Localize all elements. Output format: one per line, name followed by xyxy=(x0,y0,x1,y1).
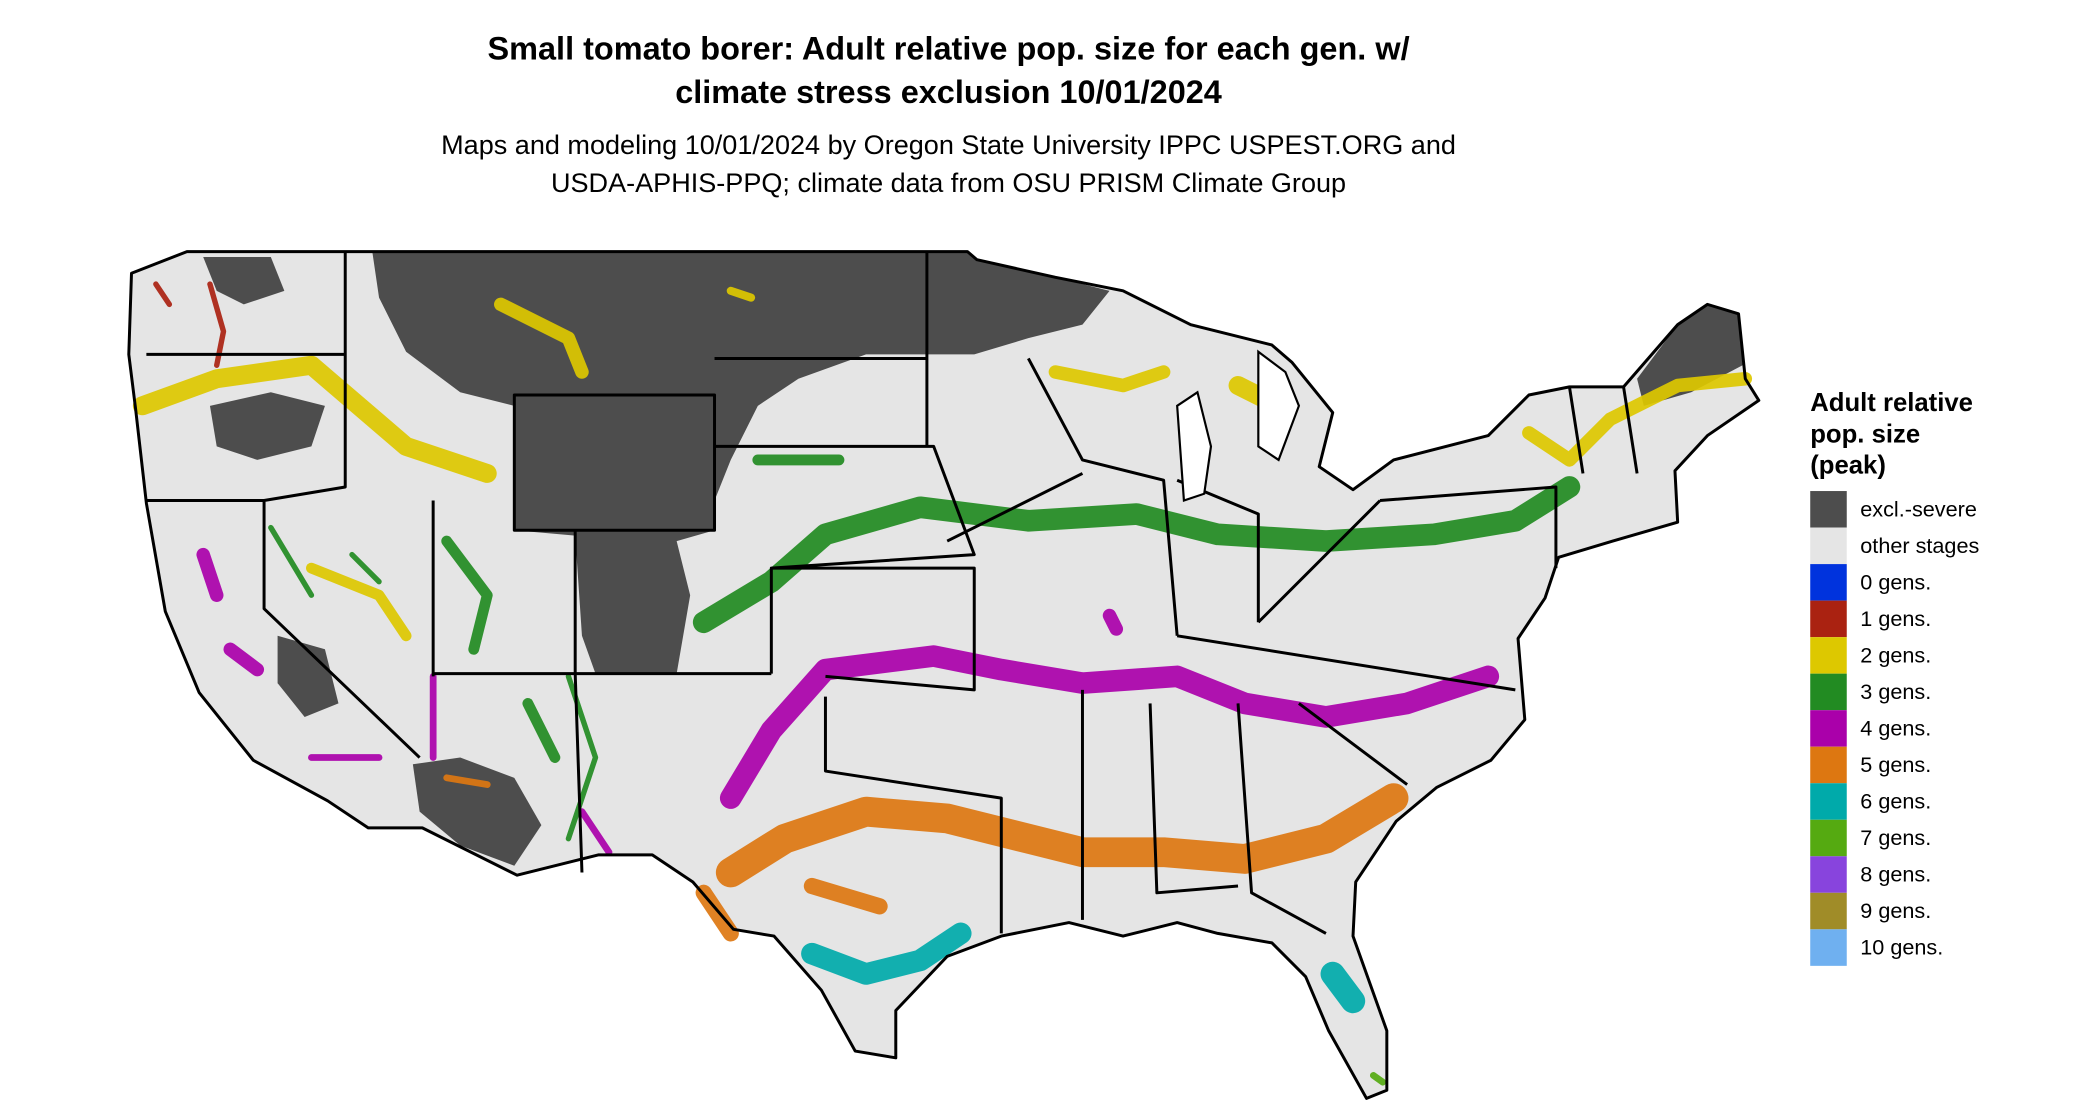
legend-title-line: (peak) xyxy=(1810,451,1886,479)
region-4-gens xyxy=(196,547,1124,677)
titles: Small tomato borer: Adult relative pop. … xyxy=(441,31,1456,199)
legend-label: 10 gens. xyxy=(1860,935,1943,960)
legend-label: 1 gens. xyxy=(1860,606,1931,631)
legend-swatch xyxy=(1810,929,1847,966)
region-2-gens xyxy=(306,562,412,642)
legend-label: 5 gens. xyxy=(1860,752,1931,777)
region-2-gens xyxy=(494,297,589,379)
legend-swatch xyxy=(1810,710,1847,747)
excluded-area xyxy=(209,392,325,460)
legend-swatch xyxy=(1810,819,1847,857)
legend-swatch xyxy=(1810,892,1847,930)
legend-swatch xyxy=(1810,564,1847,601)
region-5-gens xyxy=(443,774,491,788)
state-border xyxy=(127,250,1761,1100)
subtitle-line: USDA-APHIS-PPQ; climate data from OSU PR… xyxy=(551,168,1346,198)
legend-title-line: pop. size xyxy=(1810,420,1920,448)
legend-swatch xyxy=(1810,527,1847,565)
state-border xyxy=(146,251,1639,935)
excluded-area xyxy=(514,394,715,674)
legend: Adult relative pop. size (peak) excl.-se… xyxy=(1810,389,1979,966)
region-2-gens xyxy=(1048,365,1171,393)
legend-label: 7 gens. xyxy=(1860,825,1931,850)
legend-swatch xyxy=(1810,856,1847,893)
subtitle-line: Maps and modeling 10/01/2024 by Oregon S… xyxy=(441,130,1456,160)
us-map xyxy=(127,250,1761,1100)
region-4-gens xyxy=(719,645,1500,809)
region-3-gens xyxy=(441,454,845,763)
legend-label: 2 gens. xyxy=(1860,642,1931,667)
legend-swatch xyxy=(1810,746,1847,784)
lake xyxy=(1176,349,1301,502)
region-4-gens xyxy=(308,672,613,856)
legend-swatch xyxy=(1810,600,1847,638)
excluded-area xyxy=(412,757,542,866)
legend-label: 3 gens. xyxy=(1860,679,1931,704)
region-6-gens xyxy=(1320,961,1366,1014)
excluded-area xyxy=(203,257,285,305)
excluded-area xyxy=(372,251,1110,528)
legend-label: excl.-severe xyxy=(1860,496,1977,521)
title-line: climate stress exclusion 10/01/2024 xyxy=(675,74,1222,110)
region-2-gens xyxy=(1522,372,1753,467)
region-7-gens xyxy=(1369,1072,1387,1086)
legend-label: 0 gens. xyxy=(1860,569,1931,594)
legend-swatch xyxy=(1810,637,1847,674)
legend-label: 4 gens. xyxy=(1860,716,1931,741)
legend-swatch xyxy=(1810,783,1847,820)
region-2-gens xyxy=(132,355,497,483)
legend-label: other stages xyxy=(1860,533,1979,558)
excluded-area xyxy=(277,635,339,717)
legend-swatch xyxy=(1810,673,1847,711)
legend-label: 8 gens. xyxy=(1860,862,1931,887)
region-5-gens xyxy=(715,783,1409,888)
title-line: Small tomato borer: Adult relative pop. … xyxy=(488,31,1410,67)
legend-label: 9 gens. xyxy=(1860,898,1931,923)
region-6-gens xyxy=(801,922,972,985)
land xyxy=(128,251,1759,1099)
region-2-gens xyxy=(726,286,756,302)
excluded-area xyxy=(1637,304,1743,406)
legend-title-line: Adult relative xyxy=(1810,389,1973,417)
region-3-gens xyxy=(692,476,1581,634)
legend-swatch xyxy=(1810,491,1847,528)
legend-label: 6 gens. xyxy=(1860,789,1931,814)
